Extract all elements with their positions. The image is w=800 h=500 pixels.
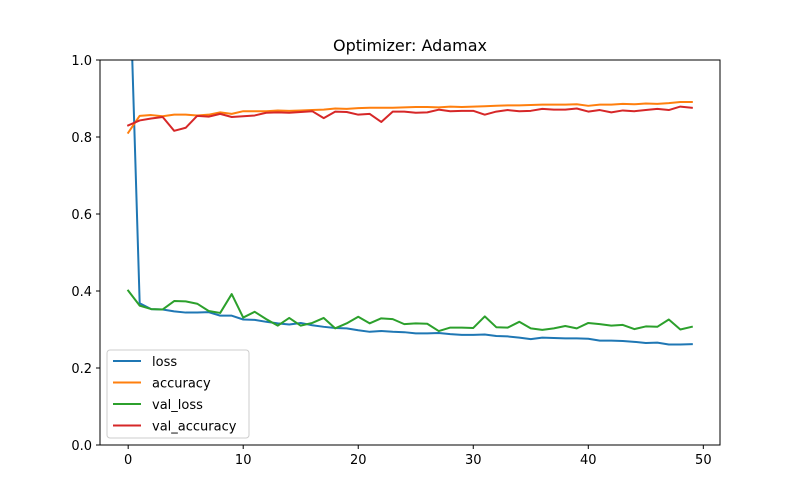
legend: loss accuracy val_loss val_accuracy [106,349,250,439]
plot-area-frame [99,59,721,446]
series-line-val-accuracy [126,105,693,132]
legend-box [106,349,250,439]
y-tick-label: 1.0 [71,54,92,69]
x-tick-label: 50 [695,453,712,468]
y-tick-label: 0.8 [71,131,92,146]
x-tick-label: 0 [124,453,132,468]
y-axis-ticks: 0.0 0.2 0.4 0.6 0.8 1.0 [71,54,100,454]
legend-label: val_accuracy [152,420,237,435]
x-tick-label: 10 [235,453,252,468]
series-line-val-loss [126,289,694,333]
y-tick-label: 0.4 [71,285,92,300]
series-line-loss [131,60,693,346]
x-axis-ticks: 0 10 20 30 40 50 [124,445,712,468]
x-tick-label: 20 [350,453,367,468]
y-tick-label: 0.6 [71,208,92,223]
legend-label: accuracy [152,377,211,392]
x-tick-label: 40 [580,453,597,468]
series-lines [126,60,694,346]
y-tick-label: 0.0 [71,439,92,454]
legend-label: val_loss [152,398,203,413]
x-tick-label: 30 [465,453,482,468]
y-tick-label: 0.2 [71,362,92,377]
series-line-accuracy [126,100,693,135]
legend-label: loss [152,355,177,370]
chart-title: Optimizer: Adamax [333,36,487,55]
